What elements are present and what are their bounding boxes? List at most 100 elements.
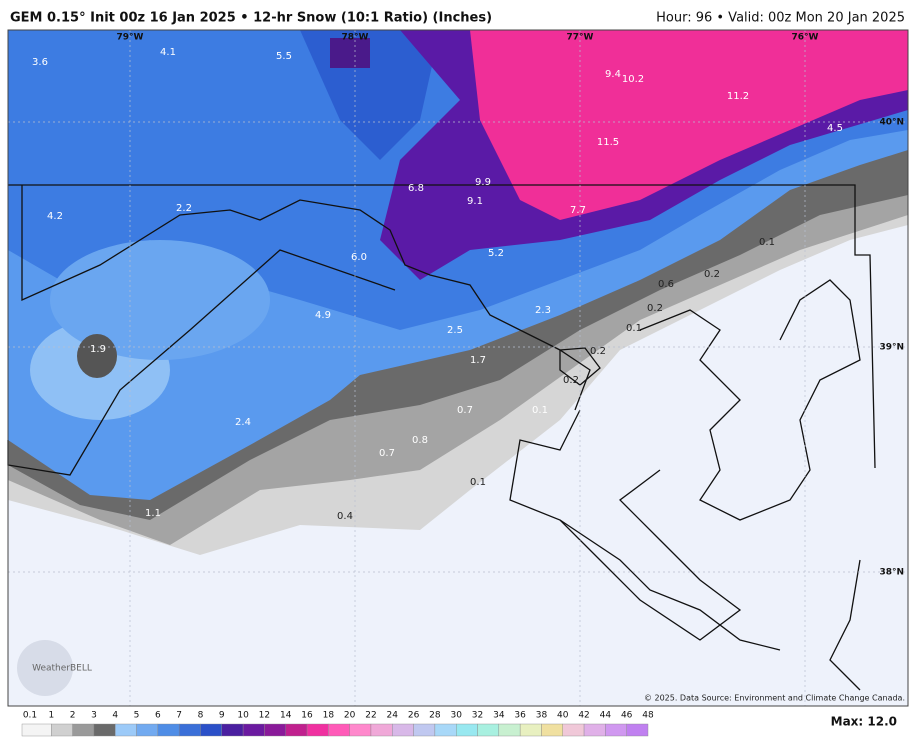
colorbar-label: 2 bbox=[70, 711, 76, 721]
header-left: GEM 0.15° Init 00z 16 Jan 2025 • 12-hr S… bbox=[10, 11, 492, 26]
shade bbox=[77, 334, 117, 378]
colorbar-label: 16 bbox=[301, 711, 313, 721]
colorbar-swatch bbox=[477, 723, 500, 737]
colorbar-swatch bbox=[413, 723, 436, 737]
lat-label: 40°N bbox=[879, 118, 904, 128]
colorbar-swatch bbox=[456, 723, 478, 737]
colorbar-swatch bbox=[349, 723, 372, 737]
colorbar-label: 44 bbox=[600, 711, 612, 721]
map-frame bbox=[7, 29, 909, 707]
colorbar-swatch bbox=[136, 723, 159, 737]
point-value: 0.7 bbox=[379, 448, 395, 459]
point-value: 0.2 bbox=[563, 375, 579, 386]
colorbar-swatch bbox=[306, 723, 329, 737]
point-value: 0.1 bbox=[759, 237, 775, 248]
point-value: 0.4 bbox=[337, 511, 353, 522]
point-value: 9.1 bbox=[467, 196, 483, 207]
point-value: 4.5 bbox=[827, 123, 843, 134]
point-value: 1.7 bbox=[470, 355, 486, 366]
colorbar-label: 9 bbox=[219, 711, 225, 721]
lon-label: 76°W bbox=[792, 33, 819, 43]
point-value: 0.1 bbox=[470, 477, 486, 488]
colorbar-label: 4 bbox=[112, 711, 118, 721]
point-value: 11.5 bbox=[597, 137, 619, 148]
colorbar-label: 22 bbox=[365, 711, 376, 721]
colorbar-label: 38 bbox=[536, 711, 548, 721]
point-value: 0.2 bbox=[704, 269, 720, 280]
colorbar-swatch bbox=[242, 723, 265, 737]
point-value: 0.7 bbox=[457, 405, 473, 416]
point-value: 4.9 bbox=[315, 310, 331, 321]
point-value: 4.2 bbox=[47, 211, 63, 222]
point-value: 5.2 bbox=[488, 248, 504, 259]
point-value: 6.8 bbox=[408, 183, 424, 194]
colorbar-label: 8 bbox=[198, 711, 204, 721]
colorbar-swatch bbox=[498, 723, 521, 737]
colorbar-label: 40 bbox=[557, 711, 569, 721]
shade bbox=[330, 38, 370, 68]
colorbar-swatch bbox=[562, 723, 585, 737]
colorbar-swatch bbox=[115, 723, 137, 737]
point-value: 2.5 bbox=[447, 325, 463, 336]
colorbar-swatch bbox=[434, 723, 457, 737]
colorbar-label: 24 bbox=[387, 711, 399, 721]
point-value: 11.2 bbox=[727, 91, 749, 102]
point-value: 1.9 bbox=[90, 344, 106, 355]
colorbar-label: 48 bbox=[642, 711, 654, 721]
lat-label: 38°N bbox=[879, 568, 904, 578]
graticule bbox=[8, 30, 908, 706]
colorbar-label: 5 bbox=[134, 711, 140, 721]
colorbar-swatch bbox=[285, 723, 308, 737]
colorbar-label: 3 bbox=[91, 711, 97, 721]
colorbar-swatch bbox=[51, 723, 73, 737]
point-value: 0.8 bbox=[412, 435, 428, 446]
colorbar-label: 32 bbox=[472, 711, 483, 721]
colorbar-swatch bbox=[264, 723, 286, 737]
borders bbox=[7, 184, 876, 691]
colorbar-swatch bbox=[392, 723, 414, 737]
lon-label: 79°W bbox=[117, 33, 144, 43]
point-value: 2.4 bbox=[235, 417, 251, 428]
lon-label: 77°W bbox=[567, 33, 594, 43]
colorbar-swatch bbox=[221, 723, 244, 737]
point-value: 2.3 bbox=[535, 305, 551, 316]
colorbar-swatch bbox=[328, 723, 350, 737]
point-value: 0.2 bbox=[647, 303, 663, 314]
colorbar-swatch bbox=[519, 723, 542, 737]
credit: © 2025. Data Source: Environment and Cli… bbox=[644, 694, 905, 703]
colorbar-swatch bbox=[605, 723, 627, 737]
colorbar-swatch bbox=[72, 723, 95, 737]
colorbar-swatch bbox=[626, 723, 649, 737]
colorbar-label: 26 bbox=[408, 711, 420, 721]
logo-mark bbox=[17, 640, 73, 696]
logo: WeatherBELL bbox=[32, 664, 92, 674]
point-value: 7.7 bbox=[570, 205, 586, 216]
point-value: 10.2 bbox=[622, 74, 644, 85]
colorbar-swatch bbox=[21, 723, 52, 737]
shade bbox=[50, 240, 270, 360]
point-value: 0.1 bbox=[626, 323, 642, 334]
colorbar-label: 6 bbox=[155, 711, 161, 721]
point-value: 0.1 bbox=[532, 405, 548, 416]
map bbox=[7, 29, 909, 707]
point-value: 9.9 bbox=[475, 177, 491, 188]
colorbar-label: 10 bbox=[237, 711, 249, 721]
colorbar-label: 12 bbox=[259, 711, 270, 721]
point-value: 5.5 bbox=[276, 51, 292, 62]
lon-label: 78°W bbox=[342, 33, 369, 43]
colorbar-swatch bbox=[200, 723, 222, 737]
point-value: 1.1 bbox=[145, 508, 161, 519]
colorbar-label: 36 bbox=[514, 711, 526, 721]
colorbar-label: 20 bbox=[344, 711, 356, 721]
colorbar-swatch bbox=[370, 723, 393, 737]
colorbar-label: 14 bbox=[280, 711, 292, 721]
max-value: Max: 12.0 bbox=[831, 715, 897, 729]
colorbar-swatch bbox=[93, 723, 116, 737]
point-value: 3.6 bbox=[32, 57, 48, 68]
colorbar-label: 18 bbox=[323, 711, 335, 721]
colorbar-label: 42 bbox=[578, 711, 589, 721]
colorbar-swatch bbox=[541, 723, 563, 737]
colorbar-label: 7 bbox=[176, 711, 182, 721]
point-value: 9.4 bbox=[605, 69, 621, 80]
